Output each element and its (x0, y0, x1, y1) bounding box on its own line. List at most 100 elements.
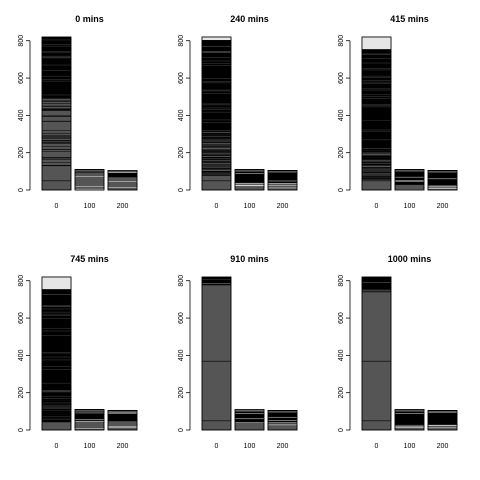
bar-segment-light (42, 277, 71, 290)
bar (74, 169, 105, 191)
y-tick-label: 800 (338, 35, 345, 47)
bar (107, 170, 138, 191)
x-tick-label: 200 (277, 203, 289, 210)
bar-segment-dark (268, 170, 297, 184)
bar-outline (201, 36, 232, 191)
chart-panel: 0 mins 0 200 400 600 800 0 100 200 (18, 14, 138, 210)
bar-segment-light (362, 37, 391, 50)
y-tick-label: 600 (178, 312, 185, 324)
x-tick-label: 100 (244, 443, 256, 450)
y-tick-label: 600 (338, 312, 345, 324)
y-tick-label: 200 (18, 147, 25, 159)
bar-segment (361, 276, 392, 431)
x-tick-label: 200 (437, 203, 449, 210)
panel-title: 1000 mins (388, 254, 432, 264)
y-tick-label: 0 (18, 428, 25, 432)
y-tick-label: 800 (338, 275, 345, 287)
bar (201, 276, 232, 431)
bar-segment-dark (395, 409, 424, 425)
bar-outline (107, 410, 138, 431)
y-tick-label: 600 (178, 72, 185, 84)
bar-segment-dark (362, 277, 391, 290)
bar (267, 410, 298, 431)
y-tick-label: 600 (18, 312, 25, 324)
bar-segment-light (202, 37, 231, 41)
bar-segment-dark (42, 37, 71, 99)
panel-title: 415 mins (390, 14, 429, 24)
y-tick-label: 400 (338, 349, 345, 361)
bar-segment-dark (108, 170, 137, 178)
bar-segment-dark (428, 410, 457, 426)
y-tick-label: 600 (338, 72, 345, 84)
x-tick-label: 200 (117, 203, 129, 210)
bar-segment-dark (268, 410, 297, 424)
bar (394, 409, 425, 431)
x-tick-label: 100 (244, 203, 256, 210)
panel-title: 0 mins (75, 14, 104, 24)
bar-outline (74, 169, 105, 191)
y-tick-label: 0 (338, 188, 345, 192)
y-tick-label: 400 (18, 109, 25, 121)
bar-segment (201, 276, 232, 431)
y-tick-label: 400 (18, 349, 25, 361)
bar-outline (361, 36, 392, 191)
y-tick-label: 600 (18, 72, 25, 84)
y-tick-label: 200 (178, 147, 185, 159)
bar-segment-dark (75, 409, 104, 421)
bar-outline (267, 170, 298, 191)
chart-panel: 1000 mins 0 200 400 600 800 0 100 200 (338, 254, 458, 450)
x-tick-label: 0 (375, 443, 379, 450)
bar-outline (41, 36, 72, 191)
y-tick-label: 0 (178, 428, 185, 432)
x-tick-label: 200 (277, 443, 289, 450)
x-tick-label: 100 (84, 203, 96, 210)
chart-panel: 415 mins 0 200 400 600 800 0 100 200 (338, 14, 458, 210)
bar (41, 276, 72, 431)
bar (427, 170, 458, 191)
x-tick-label: 200 (437, 443, 449, 450)
y-tick-label: 800 (178, 275, 185, 287)
bar-outline (394, 169, 425, 191)
bar-segment-dark (108, 410, 137, 422)
chart-panel: 745 mins 0 200 400 600 800 0 100 200 (18, 254, 138, 450)
panel-title: 240 mins (230, 14, 269, 24)
y-tick-label: 200 (178, 387, 185, 399)
y-tick-label: 200 (338, 387, 345, 399)
x-tick-label: 0 (55, 203, 59, 210)
bar (107, 410, 138, 431)
y-tick-label: 200 (18, 387, 25, 399)
x-tick-label: 0 (375, 203, 379, 210)
bar-outline (41, 276, 72, 431)
y-tick-label: 400 (178, 109, 185, 121)
chart-panel: 240 mins 0 200 400 600 800 0 100 200 (178, 14, 298, 210)
bar-outline (394, 409, 425, 431)
bar-outline (234, 409, 265, 431)
bar-outline (201, 276, 232, 431)
bar-segment-dark (42, 289, 71, 400)
y-tick-label: 800 (18, 275, 25, 287)
bar (427, 410, 458, 431)
bar (41, 36, 72, 191)
bar-outline (427, 410, 458, 431)
y-tick-label: 800 (18, 35, 25, 47)
bar (234, 409, 265, 431)
y-tick-label: 200 (338, 147, 345, 159)
bar-segment-dark (202, 40, 231, 132)
bar (74, 409, 105, 431)
panel-title: 910 mins (230, 254, 269, 264)
bar-outline (107, 170, 138, 191)
y-tick-label: 800 (178, 35, 185, 47)
x-tick-label: 0 (215, 443, 219, 450)
bar (394, 169, 425, 191)
x-tick-label: 100 (404, 203, 416, 210)
panel-title: 745 mins (70, 254, 109, 264)
bar-outline (267, 410, 298, 431)
bar-segment-dark (235, 169, 264, 183)
bar-outline (234, 169, 265, 191)
bar-outline (74, 409, 105, 431)
x-tick-label: 0 (55, 443, 59, 450)
x-tick-label: 0 (215, 203, 219, 210)
bar-segment-dark (428, 170, 457, 186)
x-tick-label: 100 (404, 443, 416, 450)
